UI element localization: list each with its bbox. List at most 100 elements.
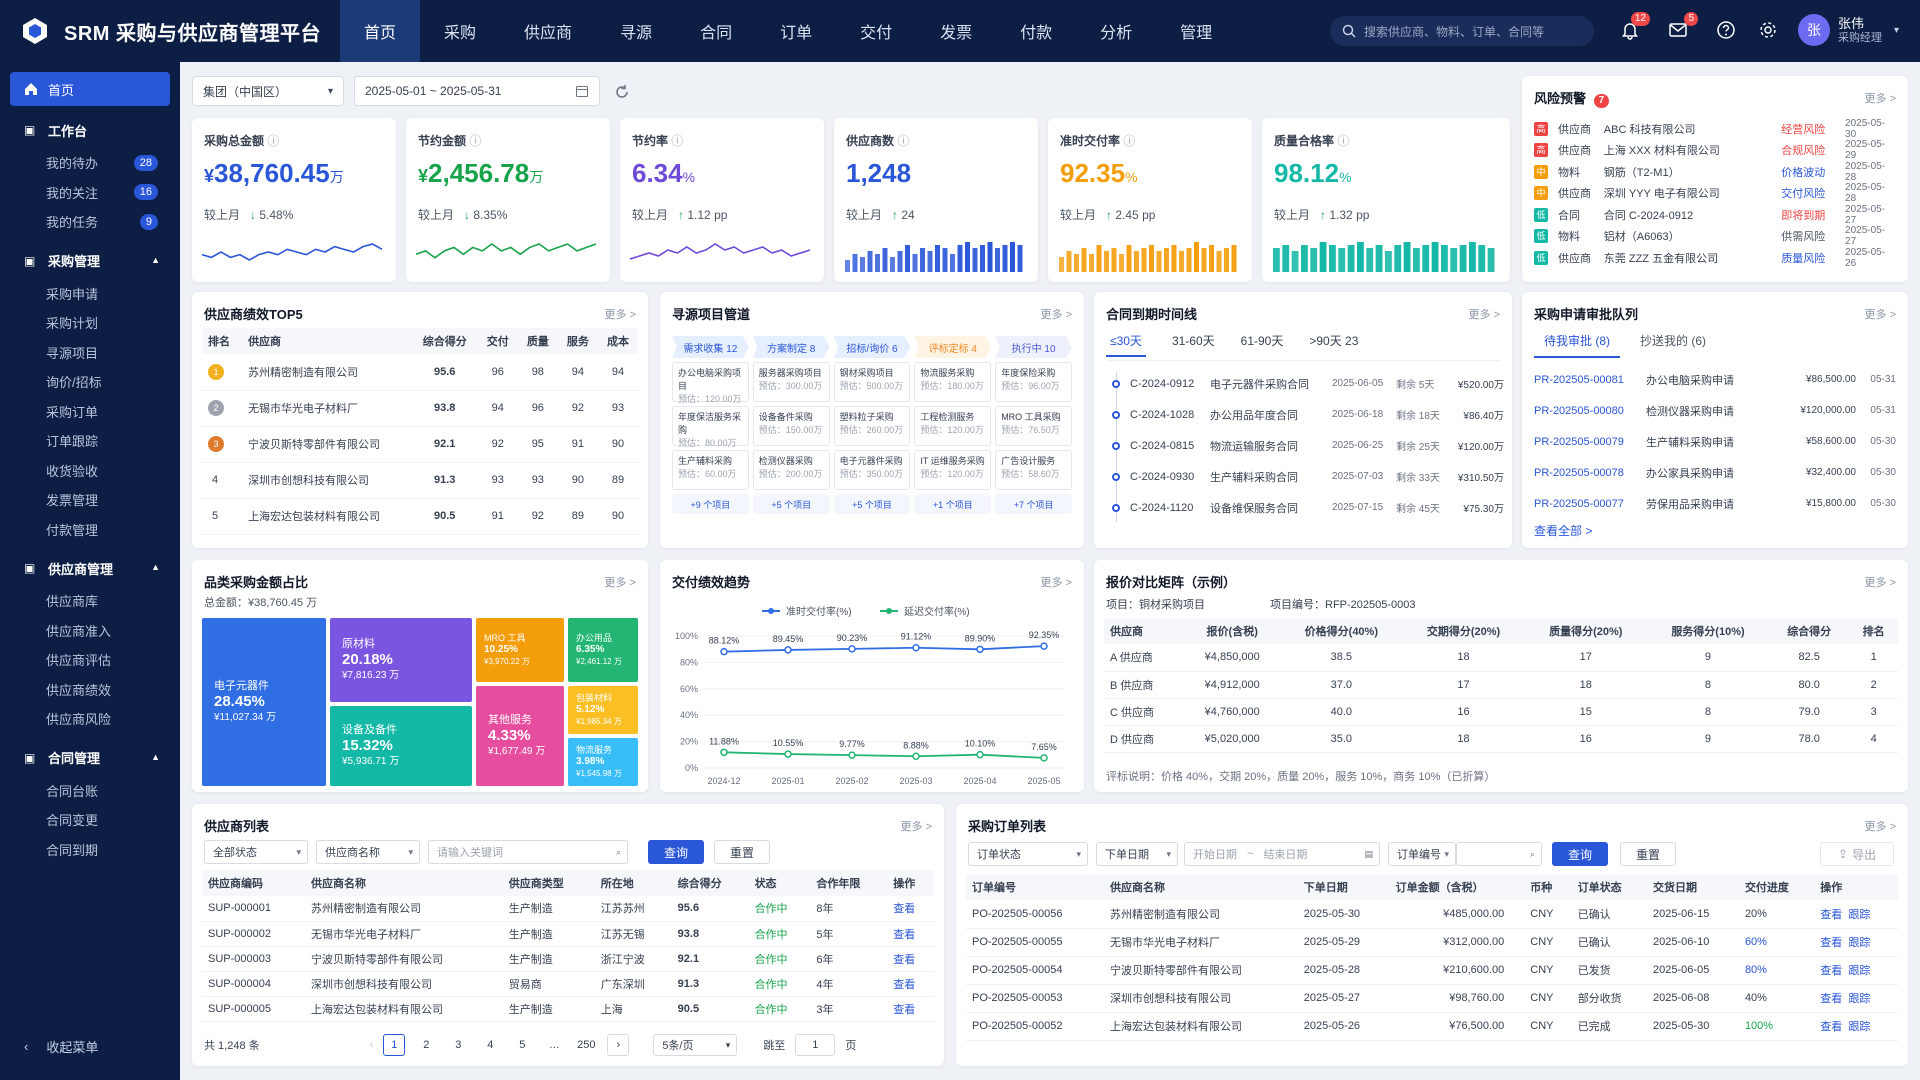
view-link[interactable]: 查看 (887, 896, 934, 922)
nav-item[interactable]: 采购 (444, 25, 477, 42)
risk-row[interactable]: 低供应商 东莞 ZZZ 五金有限公司 质量风险 2025-05-26 (1534, 247, 1896, 269)
risk-more-link[interactable]: 更多 > (1864, 93, 1896, 105)
collapse-menu-button[interactable]: ‹ 收起菜单 (24, 1037, 98, 1056)
supplier-list-more-link[interactable]: 更多 > (900, 821, 932, 833)
view-link[interactable]: 查看 (887, 946, 934, 972)
help-icon[interactable] (1714, 18, 1738, 42)
nav-item[interactable]: 分析 (1100, 25, 1133, 42)
sidebar-item[interactable]: 订单跟踪 (0, 426, 180, 456)
sidebar-item[interactable]: 我的任务 9 (0, 207, 180, 237)
track-link[interactable]: 跟踪 (1848, 965, 1871, 977)
sidebar-group-procurement[interactable]: ▣ 采购管理 ▲ (0, 243, 180, 279)
pipeline-project-card[interactable]: 办公电脑采购项目 预估：120.00万 (672, 362, 749, 404)
approval-row[interactable]: PR-202505-00081 办公电脑采购申请 ¥86,500.00 05-31 (1534, 364, 1896, 395)
view-link[interactable]: 查看 (887, 996, 934, 1022)
nav-item[interactable]: 首页 (340, 0, 421, 62)
supplier-name-select[interactable]: 供应商名称 ▾ (316, 840, 420, 864)
page-number[interactable]: … (548, 1039, 560, 1051)
pipeline-project-card[interactable]: 钢材采购项目 预估：500.00万 (833, 362, 911, 402)
quote-more-link[interactable]: 更多 > (1864, 577, 1896, 589)
treemap-tile[interactable]: MRO 工具 10.25% ¥3,970.22 万 (476, 618, 564, 682)
view-link[interactable]: 查看 (1820, 993, 1843, 1005)
supplier-reset-button[interactable]: 重置 (714, 840, 770, 864)
risk-row[interactable]: 低物料 铝材（A6063） 供需风险 2025-05-27 (1534, 225, 1896, 247)
order-no-input[interactable]: ⌕ (1456, 842, 1542, 866)
view-link[interactable]: 查看 (887, 921, 934, 947)
treemap-tile[interactable]: 设备及备件 15.32% ¥5,936.71 万 (330, 706, 472, 786)
treemap-tile[interactable]: 原材料 20.18% ¥7,816.23 万 (330, 618, 472, 702)
nav-item[interactable]: 订单 (780, 25, 813, 42)
global-search-input[interactable]: 搜索供应商、物料、订单、合同等 (1330, 16, 1594, 46)
next-page-icon[interactable]: › (607, 1034, 630, 1056)
nav-item[interactable]: 付款 (1020, 25, 1053, 42)
nav-item[interactable]: 寻源 (620, 25, 653, 42)
pipeline-project-card[interactable]: 塑料粒子采购 预估：260.00万 (833, 406, 911, 446)
more-projects-link[interactable]: +7 个项目 (995, 494, 1072, 514)
table-row[interactable]: 4 深圳市创想科技有限公司 91.3 93 93 90 89 (202, 462, 638, 499)
jump-page-input[interactable]: 1 (795, 1034, 836, 1056)
sidebar-item[interactable]: 发票管理 (0, 485, 180, 515)
supplier-keyword-input[interactable]: 请输入关键词 ⌕ (428, 840, 628, 864)
track-link[interactable]: 跟踪 (1848, 1021, 1871, 1033)
contract-row[interactable]: C-2024-0930 生产辅料采购合同 2025-07-03 剩余 33天 ¥310.… (1108, 461, 1504, 492)
sidebar-item[interactable]: 我的待办 28 (0, 148, 180, 178)
pipeline-project-card[interactable]: 年度保洁服务采购 预估：80.00万 (672, 406, 749, 448)
order-date-select[interactable]: 下单日期 ▾ (1096, 842, 1178, 866)
view-link[interactable]: 查看 (1820, 965, 1843, 977)
contract-tab[interactable]: 31-60天 (1171, 334, 1215, 348)
track-link[interactable]: 跟踪 (1848, 937, 1871, 949)
sidebar-item[interactable]: 合同台账 (0, 776, 180, 806)
sidebar-group-contract[interactable]: ▣ 合同管理 ▲ (0, 740, 180, 776)
sidebar-item[interactable]: 合同到期 (0, 835, 180, 865)
order-reset-button[interactable]: 重置 (1620, 842, 1676, 866)
kpi-card[interactable]: 节约率 ⓘ 6.34% 较上月 ↑ 1.12 pp (620, 118, 824, 282)
table-row[interactable]: SUP-000003 宁波贝斯特零部件有限公司 生产制造 浙江宁波 92.1 合作中 6年查… (202, 946, 934, 972)
more-projects-link[interactable]: +5 个项目 (752, 494, 830, 514)
page-number[interactable]: 3 (455, 1039, 462, 1051)
contract-more-link[interactable]: 更多 > (1468, 309, 1500, 321)
page-number[interactable]: 1 (383, 1034, 406, 1056)
more-projects-link[interactable]: +5 个项目 (833, 494, 911, 514)
sidebar-item[interactable]: 采购订单 (0, 397, 180, 427)
sidebar-item[interactable]: 供应商风险 (0, 704, 180, 734)
more-projects-link[interactable]: +1 个项目 (914, 494, 992, 514)
pipeline-project-card[interactable]: 工程检测服务 预估：120.00万 (914, 406, 992, 446)
order-query-button[interactable]: 查询 (1552, 842, 1608, 866)
trend-more-link[interactable]: 更多 > (1040, 577, 1072, 589)
treemap-tile[interactable]: 电子元器件 28.45% ¥11,027.34 万 (202, 618, 326, 786)
risk-row[interactable]: 高供应商 ABC 科技有限公司 经营风险 2025-05-30 (1534, 118, 1896, 140)
tab-cc-me[interactable]: 抄送我的 (6) (1640, 334, 1707, 348)
pipeline-project-card[interactable]: MRO 工具采购 预估：76.50万 (995, 406, 1072, 446)
approval-row[interactable]: PR-202505-00077 劳保用品采购申请 ¥15,800.00 05-30 (1534, 488, 1896, 519)
order-status-select[interactable]: 订单状态 ▾ (968, 842, 1088, 866)
mail-icon[interactable]: 5 (1666, 12, 1698, 42)
pipeline-project-card[interactable]: 检测仪器采购 预估：200.00万 (752, 450, 830, 490)
view-link[interactable]: 查看 (1820, 1021, 1843, 1033)
view-link[interactable]: 查看 (887, 971, 934, 997)
risk-row[interactable]: 高供应商 上海 XXX 材料有限公司 合规风险 2025-05-29 (1534, 139, 1896, 161)
table-row[interactable]: A 供应商 ¥4,850,000 38.5 18 17 9 82.5 1 (1104, 644, 1898, 672)
contract-row[interactable]: C-2024-0815 物流运输服务合同 2025-06-25 剩余 25天 ¥120.… (1108, 430, 1504, 461)
risk-row[interactable]: 中物料 钢筋（T2-M1） 价格波动 2025-05-28 (1534, 161, 1896, 183)
more-projects-link[interactable]: +9 个项目 (672, 494, 749, 514)
table-row[interactable]: PO-202505-00055 无锡市华光电子材料厂 2025-05-29 ¥312,… (966, 928, 1898, 957)
table-row[interactable]: 3 宁波贝斯特零部件有限公司 92.1 92 95 91 90 (202, 426, 638, 463)
approval-row[interactable]: PR-202505-00078 办公家具采购申请 ¥32,400.00 05-30 (1534, 457, 1896, 488)
notification-bell-icon[interactable]: 12 (1618, 12, 1650, 42)
page-size-select[interactable]: 5条/页 ▾ (653, 1034, 738, 1056)
user-menu[interactable]: 张 张伟 采购经理 ▾ (1798, 14, 1899, 46)
table-row[interactable]: SUP-000004 深圳市创想科技有限公司 贸易商 广东深圳 91.3 合作中 4年 查看 (202, 971, 934, 997)
nav-item[interactable]: 合同 (700, 25, 733, 42)
track-link[interactable]: 跟踪 (1848, 993, 1871, 1005)
sidebar-item[interactable]: 供应商绩效 (0, 675, 180, 705)
pipeline-project-card[interactable]: IT 运维服务采购 预估：120.00万 (914, 450, 992, 490)
supplier-query-button[interactable]: 查询 (648, 840, 704, 864)
pipeline-project-card[interactable]: 服务器采购项目 预估：300.00万 (752, 362, 830, 402)
refresh-icon[interactable] (614, 84, 630, 100)
risk-row[interactable]: 中供应商 深圳 YYY 电子有限公司 交付风险 2025-05-28 (1534, 182, 1896, 204)
pipeline-more-link[interactable]: 更多 > (1040, 309, 1072, 321)
table-row[interactable]: 5 上海宏达包装材料有限公司 90.5 91 92 89 90 (202, 498, 638, 535)
kpi-card[interactable]: 质量合格率 ⓘ 98.12% 较上月 ↑ 1.32 pp (1262, 118, 1510, 282)
table-row[interactable]: B 供应商 ¥4,912,000 37.0 17 18 8 80.0 2 (1104, 671, 1898, 699)
sidebar-item[interactable]: 寻源项目 (0, 338, 180, 368)
